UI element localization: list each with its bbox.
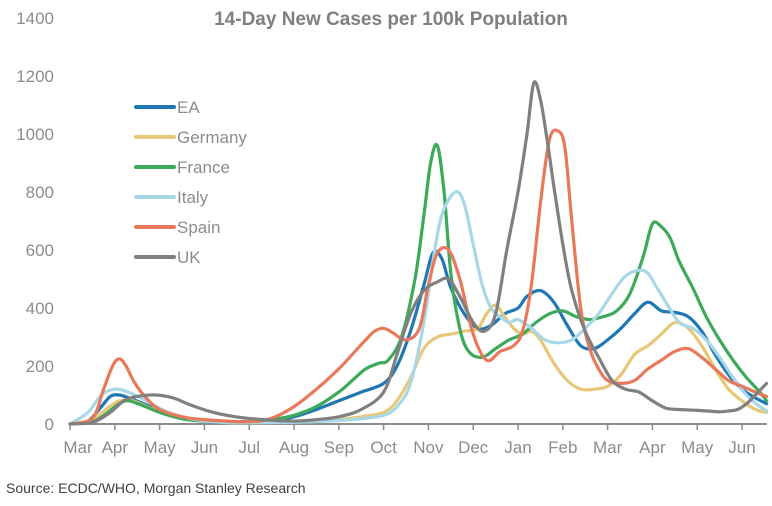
x-tick-label: Mar	[593, 438, 623, 457]
x-tick-label: May	[144, 438, 177, 457]
x-tick-label: Jan	[504, 438, 531, 457]
y-tick-label: 1000	[16, 125, 54, 144]
series-line-france	[68, 142, 769, 426]
chart-title: 14-Day New Cases per 100k Population	[214, 9, 568, 30]
y-tick-label: 400	[26, 299, 54, 318]
y-tick-label: 200	[26, 357, 54, 376]
x-tick-label: Mar	[63, 438, 93, 457]
x-tick-label: Aug	[279, 438, 309, 457]
y-tick-label: 0	[45, 415, 54, 434]
x-tick-label: Feb	[548, 438, 577, 457]
x-tick-label: Apr	[639, 438, 666, 457]
y-tick-label: 1200	[16, 67, 54, 86]
x-tick-label: Dec	[458, 438, 489, 457]
legend-label-france: France	[177, 158, 230, 177]
x-tick-label: Nov	[413, 438, 444, 457]
series-line-spain	[68, 128, 769, 426]
y-tick-label: 600	[26, 241, 54, 260]
series-line-uk	[68, 80, 769, 426]
x-tick-label: Sep	[324, 438, 354, 457]
y-tick-label: 1400	[16, 9, 54, 28]
x-axis: Mar Apr May Jun Jul Aug Sep Oct Nov Dec Jan Feb Mar A…	[63, 423, 767, 457]
x-tick-label: Oct	[370, 438, 397, 457]
x-tick-label: May	[681, 438, 714, 457]
legend-label-italy: Italy	[177, 188, 209, 207]
legend-label-ea: EA	[177, 98, 200, 117]
x-tick-label: Jul	[238, 438, 260, 457]
legend-label-spain: Spain	[177, 218, 220, 237]
x-tick-label: Jun	[191, 438, 218, 457]
y-axis-ticks: 0 200 400 600 800 1000 1200 1400	[16, 9, 54, 434]
y-tick-label: 800	[26, 183, 54, 202]
x-tick-label: Apr	[102, 438, 129, 457]
source-note: Source: ECDC/WHO, Morgan Stanley Researc…	[6, 480, 306, 496]
legend: EA Germany France Italy Spain UK	[134, 98, 247, 267]
legend-label-uk: UK	[177, 248, 201, 267]
x-tick-label: Jun	[728, 438, 755, 457]
legend-label-germany: Germany	[177, 128, 247, 147]
series-lines	[68, 80, 769, 426]
